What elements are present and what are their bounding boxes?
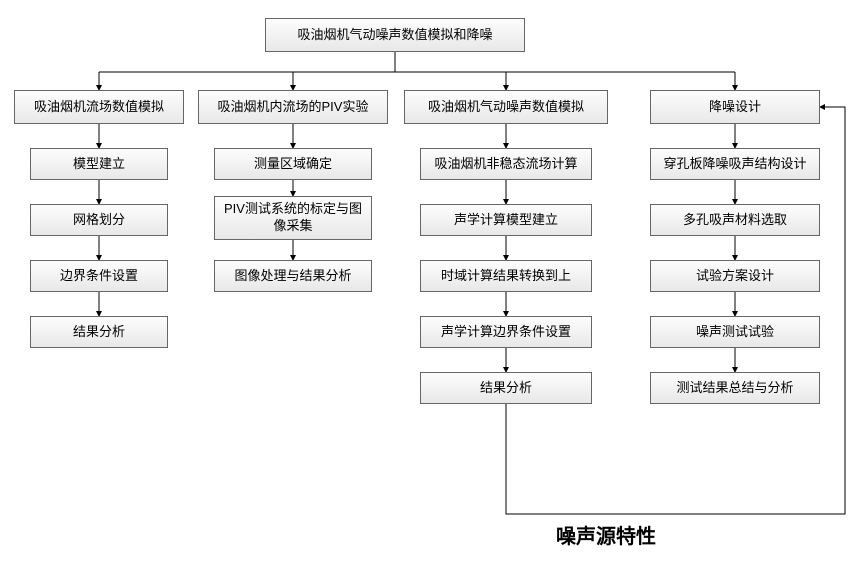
flow-node-c3_2: 声学计算模型建立 xyxy=(420,204,592,236)
flow-node-c2_1: 测量区域确定 xyxy=(214,148,372,180)
flow-node-c3_4: 声学计算边界条件设置 xyxy=(420,316,592,348)
flow-node-c4_5: 测试结果总结与分析 xyxy=(650,372,820,404)
flow-node-c1_1: 模型建立 xyxy=(30,148,168,180)
flow-node-c4_1: 穿孔板降噪吸声结构设计 xyxy=(650,148,820,180)
flow-node-c4_2: 多孔吸声材料选取 xyxy=(650,204,820,236)
flow-node-c4_4: 噪声测试试验 xyxy=(650,316,820,348)
flow-node-c3_0: 吸油烟机气动噪声数值模拟 xyxy=(404,90,608,124)
flow-node-c2_2: PIV测试系统的标定与图像采集 xyxy=(214,196,372,240)
noise-source-note: 噪声源特性 xyxy=(556,520,656,549)
flow-node-c3_5: 结果分析 xyxy=(420,372,592,404)
flow-node-c1_0: 吸油烟机流场数值模拟 xyxy=(14,90,184,124)
flow-node-c1_4: 结果分析 xyxy=(30,316,168,348)
flow-node-c2_0: 吸油烟机内流场的PIV实验 xyxy=(198,90,388,124)
flow-node-c3_1: 吸油烟机非稳态流场计算 xyxy=(420,148,592,180)
flow-node-c1_3: 边界条件设置 xyxy=(30,260,168,292)
flow-node-c4_0: 降噪设计 xyxy=(650,90,820,124)
flow-node-c3_3: 时域计算结果转换到上 xyxy=(420,260,592,292)
flow-node-c1_2: 网格划分 xyxy=(30,204,168,236)
flow-node-c4_3: 试验方案设计 xyxy=(650,260,820,292)
flow-node-root: 吸油烟机气动噪声数值模拟和降噪 xyxy=(265,18,525,52)
flow-node-c2_3: 图像处理与结果分析 xyxy=(214,260,372,292)
